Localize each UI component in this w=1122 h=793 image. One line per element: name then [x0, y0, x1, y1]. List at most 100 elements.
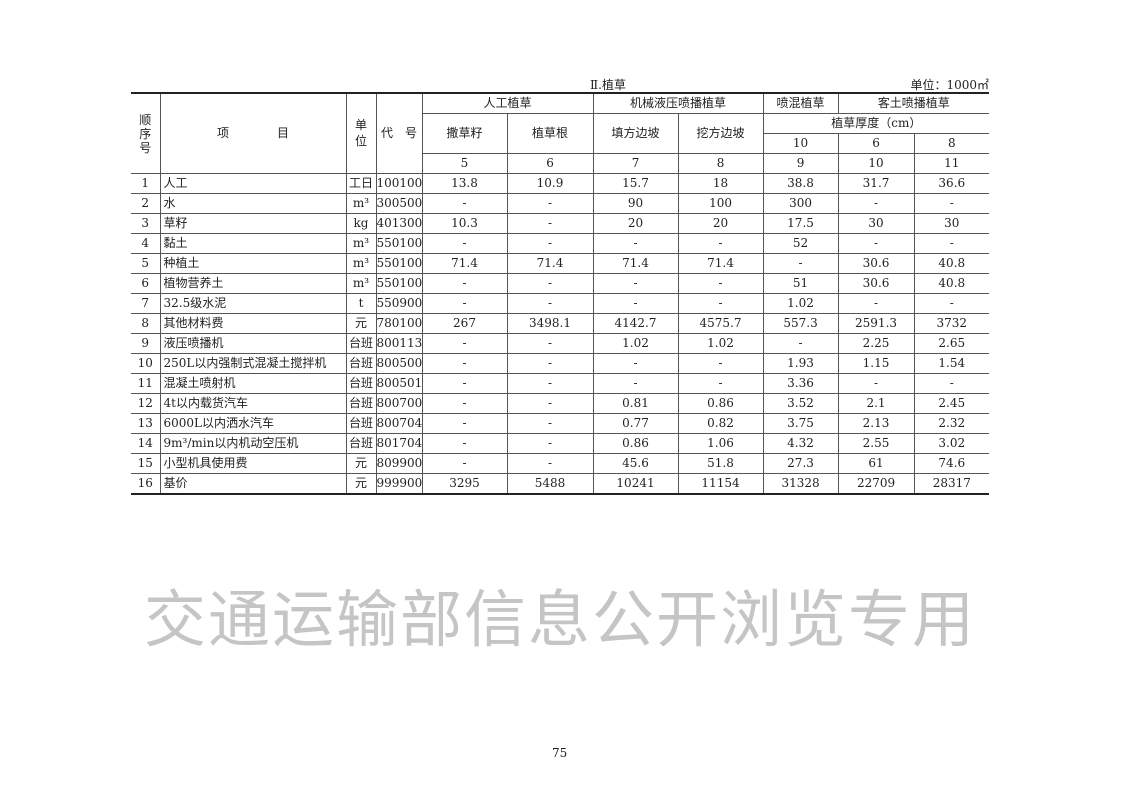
- row-value: -: [677, 293, 764, 314]
- row-unit: m³: [345, 233, 377, 254]
- row-value: 3.52: [762, 393, 839, 414]
- row-value: 74.6: [913, 453, 990, 474]
- row-number: 8: [131, 313, 161, 334]
- row-value: -: [506, 353, 594, 374]
- row-code: 8005011: [375, 373, 423, 394]
- row-value: -: [762, 333, 839, 354]
- header-seq-label: 顺序号: [139, 112, 152, 155]
- row-code: 5501003: [375, 233, 423, 254]
- row-item: 混凝土喷射机: [159, 373, 347, 394]
- row-item: 其他材料费: [159, 313, 347, 334]
- row-value: -: [592, 373, 679, 394]
- table-row: 5种植土m³550100771.471.471.471.4-30.640.8: [131, 253, 990, 274]
- row-value: -: [506, 273, 594, 294]
- row-value: 2.65: [913, 333, 990, 354]
- row-value: 1.54: [913, 353, 990, 374]
- row-value: -: [677, 273, 764, 294]
- row-item: 9m³/min以内机动空压机: [159, 433, 347, 454]
- row-value: 28317: [913, 473, 990, 495]
- row-unit: t: [345, 293, 377, 314]
- row-item: 人工: [159, 173, 347, 194]
- row-value: 1.02: [677, 333, 764, 354]
- row-code: 3005004: [375, 193, 423, 214]
- row-value: -: [677, 353, 764, 374]
- row-value: -: [913, 293, 990, 314]
- header-thick-value: 8: [913, 133, 990, 154]
- row-value: 1.06: [677, 433, 764, 454]
- row-value: 4575.7: [677, 313, 764, 334]
- watermark: 交通运输部信息公开浏览专用: [143, 583, 976, 656]
- row-value: -: [506, 433, 594, 454]
- row-unit: 元: [345, 473, 377, 495]
- row-value: -: [421, 453, 508, 474]
- row-value: 267: [421, 313, 508, 334]
- row-value: 3498.1: [506, 313, 594, 334]
- row-value: -: [421, 353, 508, 374]
- table-row: 8其他材料费元78010012673498.14142.74575.7557.3…: [131, 313, 990, 334]
- header-seq: 顺序号: [131, 92, 161, 174]
- row-value: 1.15: [837, 353, 915, 374]
- header-thick-value: 10: [763, 133, 839, 154]
- row-value: -: [592, 233, 679, 254]
- row-value: 30.6: [837, 273, 915, 294]
- row-value: 13.8: [421, 173, 508, 194]
- row-value: 40.8: [913, 273, 990, 294]
- row-number: 9: [131, 333, 161, 354]
- header-col-number: 10: [837, 153, 915, 174]
- header-item: 项 目: [159, 92, 347, 174]
- row-value: -: [762, 253, 839, 274]
- table-row: 10250L以内强制式混凝土搅拌机台班8005002----1.931.151.…: [131, 353, 990, 374]
- table-row: 11混凝土喷射机台班8005011----3.36--: [131, 373, 990, 394]
- row-value: 0.82: [677, 413, 764, 434]
- header-sub-root: 植草根: [506, 113, 594, 154]
- row-value: 0.81: [592, 393, 679, 414]
- row-value: -: [592, 273, 679, 294]
- row-item: 250L以内强制式混凝土搅拌机: [159, 353, 347, 374]
- row-unit: 元: [345, 453, 377, 474]
- row-value: 10.9: [506, 173, 594, 194]
- row-value: 18: [677, 173, 764, 194]
- row-value: 52: [762, 233, 839, 254]
- row-value: 20: [677, 213, 764, 234]
- row-value: -: [421, 373, 508, 394]
- row-value: 30: [837, 213, 915, 234]
- row-value: 2.32: [913, 413, 990, 434]
- row-value: 38.8: [762, 173, 839, 194]
- page-number: 75: [552, 746, 568, 760]
- table-row: 136000L以内洒水汽车台班8007041--0.770.823.752.13…: [131, 413, 990, 434]
- row-value: 31.7: [837, 173, 915, 194]
- row-code: 7801001: [375, 313, 423, 334]
- header-col-number: 6: [506, 153, 594, 174]
- row-value: 71.4: [592, 253, 679, 274]
- row-value: 36.6: [913, 173, 990, 194]
- row-value: 51.8: [677, 453, 764, 474]
- row-value: 300: [762, 193, 839, 214]
- row-value: -: [506, 333, 594, 354]
- row-value: 17.5: [762, 213, 839, 234]
- row-value: 1.93: [762, 353, 839, 374]
- row-value: 2.25: [837, 333, 915, 354]
- row-number: 15: [131, 453, 161, 474]
- row-item: 小型机具使用费: [159, 453, 347, 474]
- table-row: 4黏土m³5501003----52--: [131, 233, 990, 254]
- row-value: -: [421, 333, 508, 354]
- row-number: 6: [131, 273, 161, 294]
- row-code: 8001132: [375, 333, 423, 354]
- row-unit: 台班: [345, 393, 377, 414]
- header-thickness: 植草厚度（cm）: [762, 113, 990, 134]
- header-col-number: 5: [422, 153, 508, 174]
- header-group-spray: 喷混植草: [762, 92, 839, 114]
- row-unit: kg: [345, 213, 377, 234]
- row-unit: 台班: [345, 373, 377, 394]
- table-row: 16基价元99990013295548810241111543132822709…: [131, 473, 990, 495]
- row-value: 2.13: [837, 413, 915, 434]
- row-number: 10: [131, 353, 161, 374]
- row-item: 种植土: [159, 253, 347, 274]
- header-group-soil: 客土喷播植草: [837, 92, 990, 114]
- row-number: 16: [131, 473, 161, 495]
- row-unit: 台班: [345, 333, 377, 354]
